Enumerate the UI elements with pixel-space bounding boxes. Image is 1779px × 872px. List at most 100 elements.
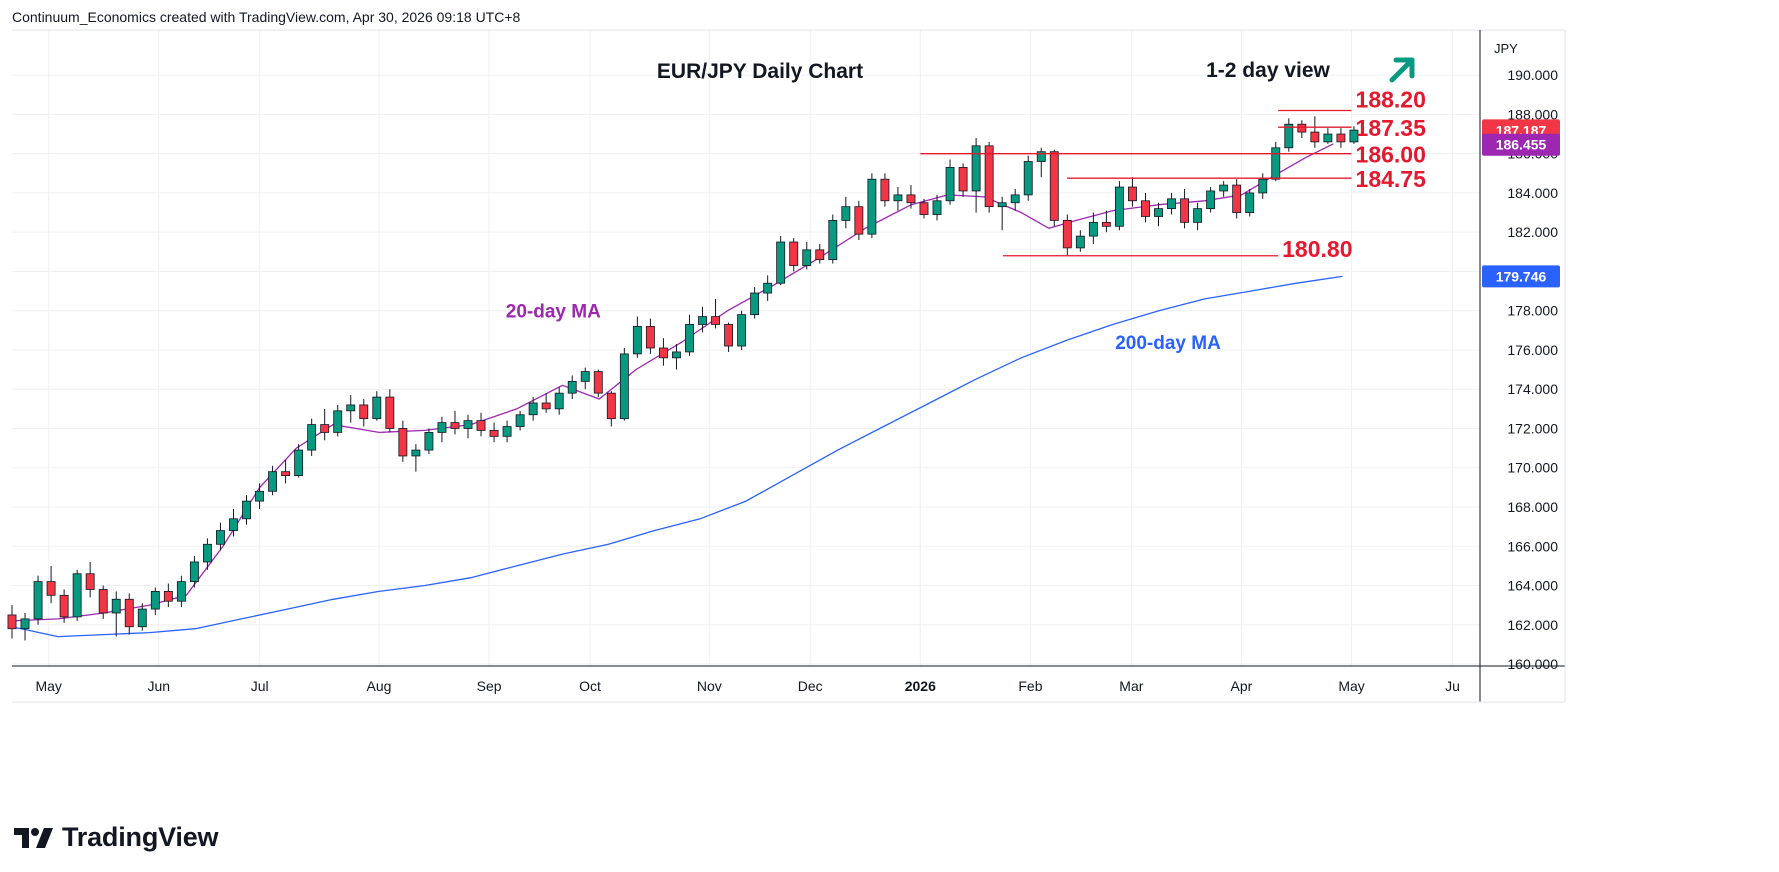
candle-body (463, 420, 473, 429)
arrow-head (1393, 57, 1415, 79)
candle-body (7, 614, 17, 630)
y-tick-label: 176.000 (1507, 342, 1558, 358)
candle-body (1180, 198, 1190, 223)
candle-body (515, 414, 525, 427)
x-axis[interactable]: May Jun Jul Aug Sep Oct Nov Dec 2026 Feb Mar Apr May… (35, 678, 1459, 694)
candle-body (281, 471, 291, 476)
ma20-layer (11, 143, 1334, 622)
candle-body (997, 202, 1007, 208)
x-tick-label: Dec (798, 678, 823, 694)
candle-body (1310, 131, 1320, 143)
y-tick-label: 170.000 (1507, 460, 1558, 476)
price-badge-label: 179.746 (1496, 268, 1547, 284)
candle-body (294, 449, 304, 476)
tradingview-logo-icon (14, 827, 53, 848)
x-tick-label: Jul (251, 678, 269, 694)
currency-label: JPY (1494, 41, 1518, 56)
candle-body (1245, 192, 1255, 213)
candle-body (359, 404, 369, 420)
candle-body (33, 581, 43, 620)
candle-body (72, 573, 82, 618)
candle-body (1284, 123, 1294, 149)
candle-body (1206, 190, 1216, 210)
ma200-label: 200-day MA (1115, 333, 1221, 354)
candle-body (645, 326, 655, 349)
candle-body (867, 178, 877, 235)
candle-body (1193, 208, 1203, 223)
y-tick-label: 168.000 (1507, 499, 1558, 515)
candle-body (906, 194, 916, 204)
x-tick-label: 2026 (905, 678, 936, 694)
candle-body (724, 324, 734, 347)
x-tick-label: May (35, 678, 61, 694)
candle-body (971, 145, 981, 192)
candle-body (137, 608, 147, 628)
y-tick-label: 172.000 (1507, 420, 1558, 436)
candle-body (1219, 184, 1229, 192)
y-tick-label: 184.000 (1507, 185, 1558, 201)
candle-body (554, 392, 564, 410)
candle-body (437, 422, 447, 433)
y-tick-label: 162.000 (1507, 617, 1558, 633)
candle-body (1271, 147, 1281, 180)
chart-frame (12, 29, 1566, 703)
ma200-layer (11, 275, 1343, 638)
candle-body (1049, 151, 1059, 221)
y-tick-label: 166.000 (1507, 538, 1558, 554)
candle-body (189, 561, 199, 582)
candle-body (1075, 235, 1085, 249)
x-tick-label: Aug (367, 678, 392, 694)
candle-body (528, 402, 538, 416)
candle-body (307, 424, 317, 451)
candle-body (1297, 123, 1307, 133)
candle-body (750, 292, 760, 316)
candle-body (672, 351, 681, 359)
level-label: 187.35 (1356, 115, 1427, 141)
candle-body (98, 589, 108, 614)
x-tick-label: Feb (1018, 678, 1042, 694)
y-tick-label: 182.000 (1507, 224, 1558, 240)
candle-body (502, 426, 512, 437)
candle-body (1349, 129, 1359, 143)
candle-body (1128, 186, 1137, 202)
candle-body (763, 282, 773, 294)
arrow-up-right-icon (1389, 57, 1415, 83)
chart-title: EUR/JPY Daily Chart (657, 60, 863, 83)
candle-body (1023, 161, 1033, 196)
candle-body (958, 167, 968, 192)
ma200-line (11, 275, 1343, 638)
candle-body (984, 145, 994, 208)
candle-body (632, 326, 642, 355)
candle-body (450, 422, 460, 429)
candle-body (789, 241, 799, 266)
candle-body (1101, 221, 1111, 227)
ma20-line (11, 143, 1334, 622)
candle-body (737, 314, 747, 347)
candle-body (854, 206, 864, 235)
candle-body (932, 200, 942, 215)
candle-body (320, 424, 330, 433)
y-tick-label: 164.000 (1507, 578, 1558, 594)
arrow-shaft (1389, 57, 1415, 83)
candle-body (476, 420, 486, 431)
candle-body (333, 410, 343, 433)
candle-body (176, 581, 186, 602)
candle-body (372, 396, 382, 420)
candle-body (685, 324, 694, 353)
price-badge (1482, 265, 1560, 288)
candle-body (698, 316, 707, 325)
annotations-layer: EUR/JPY Daily Chart 1-2 day view 20-day MA… (506, 57, 1415, 354)
candle-body (229, 518, 238, 531)
candle-body (398, 428, 408, 457)
candle-body (841, 206, 851, 221)
candle-body (1114, 186, 1124, 227)
tradingview-logo-text: TradingView (62, 822, 219, 852)
ma20-label: 20-day MA (506, 302, 601, 323)
candle-body (776, 241, 786, 284)
candle-body (919, 202, 929, 215)
candle-body (815, 249, 825, 261)
tradingview-logo[interactable]: TradingView (14, 822, 219, 853)
x-tick-label: Mar (1119, 678, 1143, 694)
candle-body (1154, 208, 1163, 217)
